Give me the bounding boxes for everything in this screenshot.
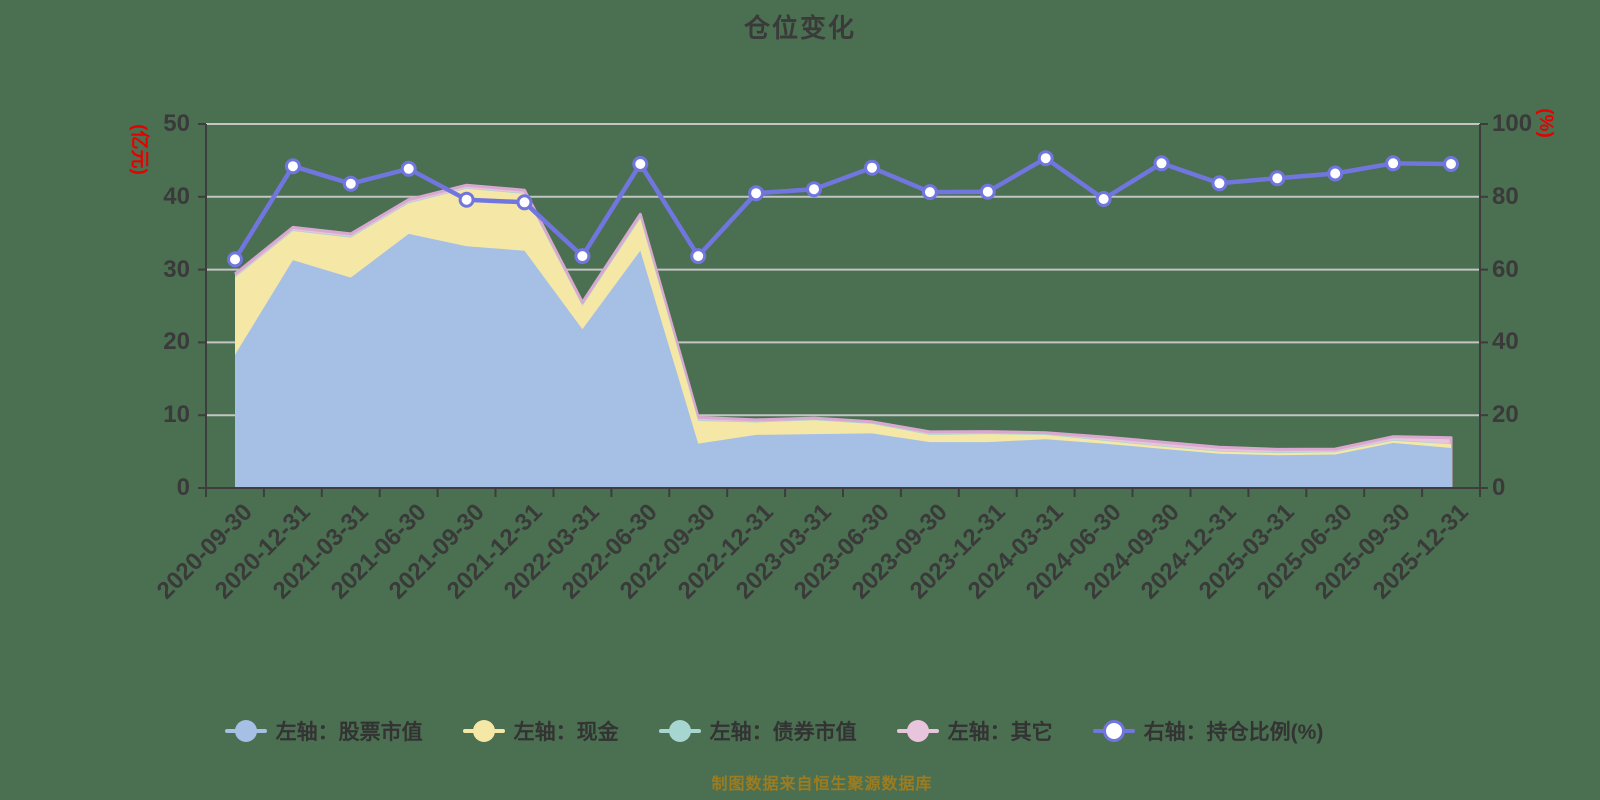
ratio-line-marker: [1037, 150, 1054, 167]
left-axis-tick-label: 50: [163, 110, 190, 137]
ratio-line-marker: [632, 156, 649, 172]
legend-label: 左轴：债券市值: [709, 721, 857, 744]
legend-marker-icon: [462, 718, 505, 744]
ratio-line-marker: [979, 183, 996, 200]
ratio-line-marker: [864, 159, 880, 176]
legend-item-4[interactable]: 右轴：持仓比例(%): [1092, 716, 1324, 746]
chart-canvas: [198, 123, 1488, 497]
legend-label: 左轴：股票市值: [275, 721, 423, 744]
ratio-line-marker: [1443, 156, 1459, 172]
area-series-0: [235, 233, 1451, 488]
legend: 左轴：股票市值 左轴：现金 左轴：债券市值 左轴：其它 右轴：持仓比例(%): [0, 716, 1574, 746]
right-axis-tick-label: 40: [1492, 328, 1519, 356]
plot-area: [198, 123, 1488, 497]
source-note: 制图数据来自恒生聚源数据库: [711, 776, 933, 793]
left-axis-tick-label: 30: [163, 255, 190, 283]
ratio-line-marker: [690, 248, 707, 265]
ratio-line-marker: [1095, 191, 1112, 207]
right-axis-tick-label: 20: [1492, 401, 1519, 429]
right-axis-tick-label: 80: [1492, 182, 1519, 210]
legend-marker-icon: [1092, 718, 1135, 744]
legend-item-3[interactable]: 左轴：其它: [896, 716, 1053, 746]
ratio-line-marker: [1269, 170, 1286, 187]
chart-title: 仓位变化: [743, 13, 856, 43]
right-axis-tick-label: 60: [1492, 255, 1519, 283]
ratio-line-marker: [1211, 175, 1228, 192]
legend-marker-icon: [896, 718, 939, 744]
legend-label: 左轴：现金: [513, 721, 619, 744]
ratio-line-marker: [1153, 155, 1170, 172]
ratio-line-marker: [516, 194, 533, 211]
left-axis-tick-label: 10: [163, 401, 190, 429]
legend-label: 左轴：其它: [947, 721, 1053, 744]
ratio-line-marker: [748, 185, 765, 202]
right-axis-tick-label: 100: [1492, 110, 1533, 137]
ratio-line-marker: [400, 160, 417, 177]
legend-item-1[interactable]: 左轴：现金: [462, 716, 619, 746]
ratio-line-marker: [1385, 155, 1402, 172]
ratio-line: [232, 155, 1454, 262]
legend-marker-icon: [224, 718, 267, 744]
left-axis-tick-label: 20: [163, 328, 190, 356]
ratio-line-marker: [342, 175, 359, 192]
ratio-line-marker: [574, 248, 591, 265]
left-axis-tick-label: 0: [176, 474, 190, 501]
right-axis-tick-label: 0: [1492, 474, 1506, 501]
ratio-line-marker: [806, 181, 822, 198]
ratio-line-marker: [1327, 165, 1344, 182]
legend-marker-icon: [658, 718, 701, 744]
left-axis-tick-label: 40: [163, 182, 190, 210]
legend-item-0[interactable]: 左轴：股票市值: [224, 716, 423, 746]
legend-label: 右轴：持仓比例(%): [1143, 721, 1324, 744]
ratio-line-marker: [921, 184, 938, 201]
legend-item-2[interactable]: 左轴：债券市值: [658, 716, 857, 746]
ratio-line-marker: [284, 158, 301, 175]
ratio-line-marker: [458, 191, 475, 208]
ratio-line-marker: [227, 251, 243, 268]
